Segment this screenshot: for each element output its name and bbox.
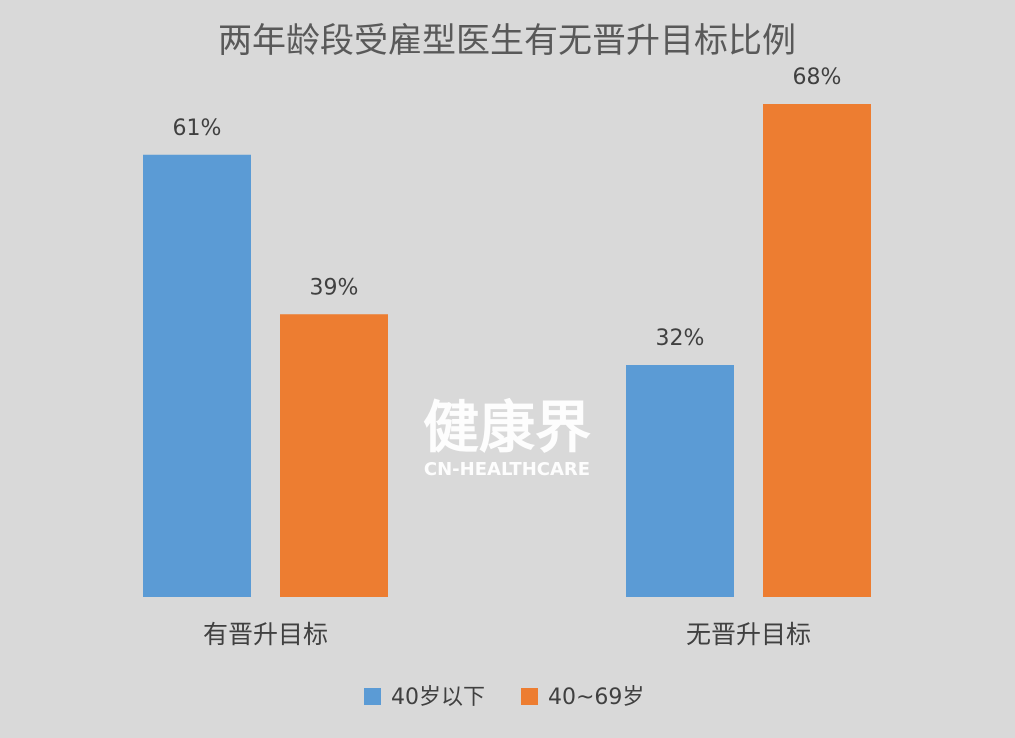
bar-under-40-has-goal [143, 154, 251, 597]
chart-title: 两年龄段受雇型医生有无晋升目标比例 [218, 21, 796, 61]
data-label: 39% [310, 275, 359, 300]
legend-label: 40~69岁 [548, 685, 644, 710]
bar-under-40-no-goal [626, 365, 734, 597]
legend-swatch [521, 688, 538, 705]
legend-swatch [364, 688, 381, 705]
category-label: 无晋升目标 [686, 620, 811, 649]
data-label: 61% [173, 116, 222, 141]
legend-label: 40岁以下 [391, 685, 485, 710]
bar-40-69-has-goal [280, 314, 388, 597]
watermark-sub-text: CN-HEALTHCARE [424, 459, 590, 480]
category-axis: 有晋升目标 无晋升目标 [203, 620, 811, 649]
category-label: 有晋升目标 [203, 620, 328, 649]
bars-layer [143, 104, 871, 597]
watermark: 健康界 CN-HEALTHCARE [423, 396, 591, 480]
data-label: 68% [793, 65, 842, 90]
legend: 40岁以下 40~69岁 [364, 685, 644, 710]
data-labels-layer: 61% 39% 32% 68% [173, 65, 842, 351]
data-label: 32% [656, 326, 705, 351]
legend-item-40-69: 40~69岁 [521, 685, 644, 710]
legend-item-under-40: 40岁以下 [364, 685, 485, 710]
watermark-main-text: 健康界 [423, 396, 591, 461]
bar-40-69-no-goal [763, 104, 871, 597]
